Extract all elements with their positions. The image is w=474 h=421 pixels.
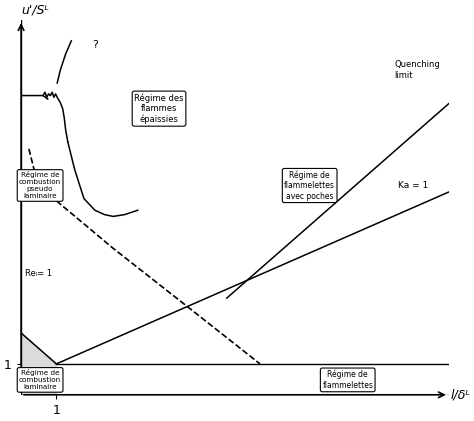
Text: ?: ? xyxy=(92,40,98,50)
Text: Reₗ= 1: Reₗ= 1 xyxy=(25,269,52,278)
Text: u'/Sᴸ: u'/Sᴸ xyxy=(21,4,49,17)
Text: Quenching
limit: Quenching limit xyxy=(394,60,440,80)
Text: Régime de
combustion
laminaire: Régime de combustion laminaire xyxy=(19,369,61,390)
Text: Ka = 1: Ka = 1 xyxy=(399,181,428,190)
Text: Régime des
flammes
épaissies: Régime des flammes épaissies xyxy=(134,93,184,124)
Text: Régime de
flammelettes
avec poches: Régime de flammelettes avec poches xyxy=(284,171,335,201)
Polygon shape xyxy=(21,333,56,395)
Text: Régime de
flammelettes: Régime de flammelettes xyxy=(322,370,373,390)
Text: Régime de
combustion
pseudo
laminaire: Régime de combustion pseudo laminaire xyxy=(19,171,61,200)
Text: l/δᴸ: l/δᴸ xyxy=(450,388,470,401)
